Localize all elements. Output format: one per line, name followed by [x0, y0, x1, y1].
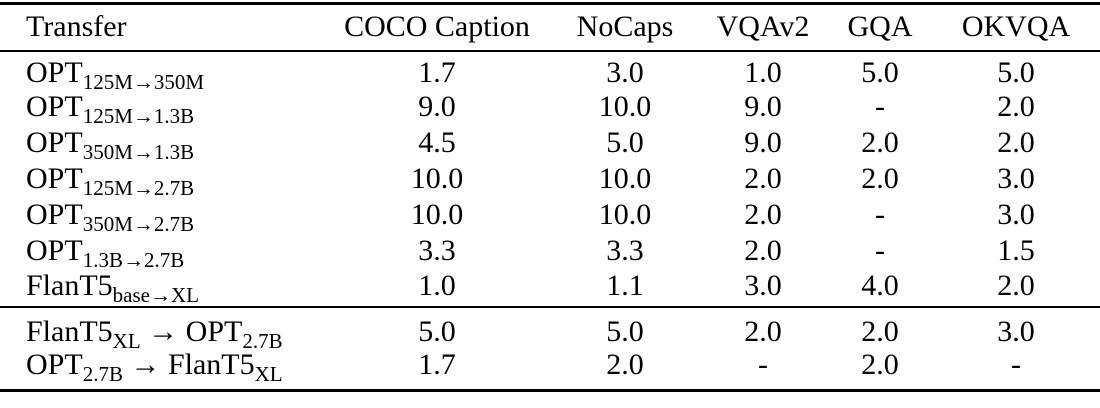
metric-value: 4.0 [861, 269, 899, 303]
label-subscript: base→XL [112, 283, 199, 308]
label-text: FlanT5 [26, 314, 113, 348]
label-subscript: 350M→1.3B [82, 140, 195, 165]
metric-value: 3.0 [997, 314, 1035, 348]
column-header-vqav2: VQAv2 [716, 10, 810, 44]
metric-value: 1.0 [744, 55, 782, 89]
label-subscript: XL [254, 362, 283, 387]
metric-value: 3.0 [997, 162, 1035, 196]
column-header-coco-caption: COCO Caption [344, 10, 530, 44]
metric-value: 2.0 [861, 162, 899, 196]
label-subscript: 350M→2.7B [82, 212, 195, 237]
metric-value: 2.0 [861, 348, 899, 382]
metric-value: 5.0 [606, 126, 644, 160]
metric-value: 1.1 [606, 269, 644, 303]
table-row: OPT1.3B→2.7B 3.3 3.3 2.0 - 1.5 [0, 233, 1100, 273]
table-row: OPT125M→1.3B 9.0 10.0 9.0 - 2.0 [0, 89, 1100, 129]
header-row: Transfer COCO Caption NoCaps VQAv2 GQA O… [0, 4, 1100, 51]
label-text: OPT [26, 55, 83, 89]
table-section-cross-family: FlanT5XL → OPT2.7B 5.0 5.0 2.0 2.0 3.0 OPT2.7B… [0, 307, 1100, 391]
label-text: OPT [26, 162, 83, 196]
metric-value: 1.7 [418, 55, 456, 89]
label-subscript: 125M→350M [82, 69, 205, 94]
column-header-okvqa: OKVQA [961, 10, 1071, 44]
label-text: OPT [26, 198, 83, 232]
metric-value: 2.0 [744, 234, 782, 268]
metric-value: 3.3 [418, 234, 456, 268]
label-text: FlanT5 [167, 348, 255, 382]
metric-value: - [1011, 348, 1021, 382]
label-text: OPT [185, 314, 243, 348]
label-text: OPT [26, 126, 83, 160]
label-text: OPT [26, 234, 83, 268]
metric-value: 3.0 [606, 55, 644, 89]
label-subscript: 125M→2.7B [82, 176, 195, 201]
metric-value: 2.0 [861, 126, 899, 160]
column-header-transfer: Transfer [26, 10, 127, 44]
label-text: FlanT5 [26, 269, 113, 303]
table-section-same-family: OPT125M→350M 1.7 3.0 1.0 5.0 5.0 OPT125M→1.3B 9… [0, 51, 1100, 307]
table-row: OPT125M→350M 1.7 3.0 1.0 5.0 5.0 [0, 51, 1100, 93]
metric-value: 2.0 [997, 90, 1035, 124]
label-subscript: 125M→1.3B [82, 104, 195, 129]
metric-value: 1.7 [418, 348, 456, 382]
table-row: OPT350M→2.7B 10.0 10.0 2.0 - 3.0 [0, 197, 1100, 237]
label-subscript: XL [112, 328, 141, 353]
metric-value: 2.0 [744, 198, 782, 232]
metric-value: 1.0 [418, 269, 456, 303]
label-subscript: 1.3B→2.7B [82, 248, 185, 273]
transfer-results-table: Transfer COCO Caption NoCaps VQAv2 GQA O… [0, 2, 1100, 392]
metric-value: - [875, 234, 885, 268]
column-header-gqa: GQA [847, 10, 913, 44]
transfer-label: OPT1.3B→2.7B [0, 233, 322, 273]
metric-value: 9.0 [744, 126, 782, 160]
metric-value: 5.0 [997, 55, 1035, 89]
metric-value: 10.0 [410, 198, 464, 232]
metric-value: 10.0 [410, 162, 464, 196]
metric-value: - [875, 198, 885, 232]
metric-value: 9.0 [744, 90, 782, 124]
metric-value: 1.5 [997, 234, 1035, 268]
table-row: OPT125M→2.7B 10.0 10.0 2.0 2.0 3.0 [0, 161, 1100, 201]
label-text: OPT [26, 90, 83, 124]
metric-value: 2.0 [744, 162, 782, 196]
transfer-label: FlanT5base→XL [0, 269, 322, 307]
metric-value: 5.0 [861, 55, 899, 89]
label-subscript: 2.7B [82, 362, 123, 387]
table-row: OPT2.7B → FlanT5XL 1.7 2.0 - 2.0 - [0, 348, 1100, 390]
metric-value: 9.0 [418, 90, 456, 124]
label-text: OPT [26, 348, 83, 382]
metric-value: 2.0 [861, 314, 899, 348]
metric-value: 4.5 [418, 126, 456, 160]
transfer-label: OPT350M→2.7B [0, 197, 322, 237]
transfer-label: OPT2.7B → FlanT5XL [0, 348, 322, 390]
table-row: FlanT5base→XL 1.0 1.1 3.0 4.0 2.0 [0, 269, 1100, 307]
table-row: FlanT5XL → OPT2.7B 5.0 5.0 2.0 2.0 3.0 [0, 307, 1100, 352]
metric-value: 2.0 [997, 269, 1035, 303]
label-text: → [122, 348, 168, 382]
transfer-label: FlanT5XL → OPT2.7B [0, 307, 322, 352]
metric-value: 3.0 [997, 198, 1035, 232]
table-header: Transfer COCO Caption NoCaps VQAv2 GQA O… [0, 4, 1100, 51]
metric-value: 2.0 [744, 314, 782, 348]
transfer-label: OPT125M→1.3B [0, 89, 322, 129]
metric-value: 2.0 [997, 126, 1035, 160]
label-text: → [140, 314, 186, 348]
metric-value: 3.3 [606, 234, 644, 268]
metric-value: 10.0 [598, 90, 652, 124]
metric-value: - [758, 348, 768, 382]
transfer-label: OPT350M→1.3B [0, 125, 322, 165]
metric-value: 5.0 [606, 314, 644, 348]
table-row: OPT350M→1.3B 4.5 5.0 9.0 2.0 2.0 [0, 125, 1100, 165]
transfer-label: OPT125M→350M [0, 51, 322, 93]
metric-value: 3.0 [744, 269, 782, 303]
metric-value: 2.0 [606, 348, 644, 382]
label-subscript: 2.7B [242, 328, 283, 353]
metric-value: 10.0 [598, 198, 652, 232]
metric-value: 10.0 [598, 162, 652, 196]
column-header-nocaps: NoCaps [576, 10, 674, 44]
transfer-label: OPT125M→2.7B [0, 161, 322, 201]
metric-value: - [875, 90, 885, 124]
metric-value: 5.0 [418, 314, 456, 348]
